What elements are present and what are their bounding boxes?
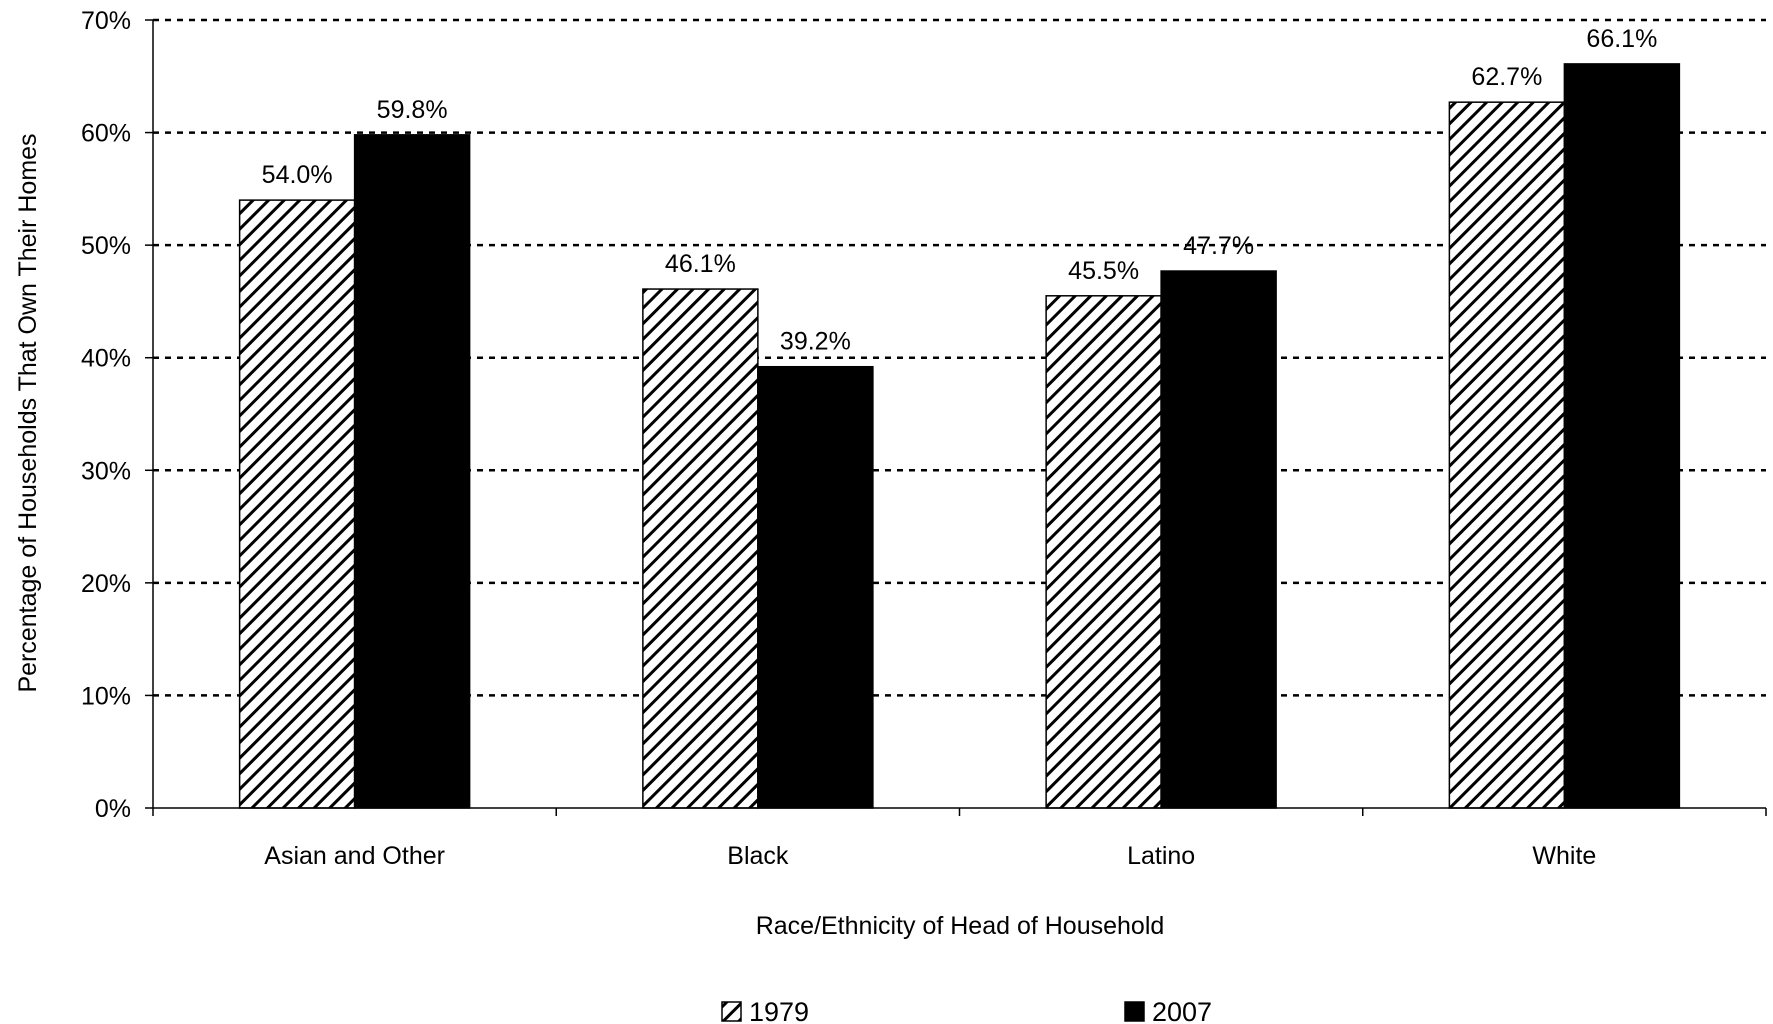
data-label: 54.0% bbox=[262, 161, 333, 189]
axes: 0% 10% 20% 30% 40% 50% 60% 70% Asian and Other Bl… bbox=[81, 7, 1767, 870]
bar-2007-0 bbox=[353, 134, 471, 809]
y-tick-label: 0% bbox=[95, 795, 131, 823]
bar-1979-2 bbox=[1045, 295, 1162, 809]
y-tick-label: 20% bbox=[81, 570, 131, 598]
y-axis-title: Percentage of Households That Own Their … bbox=[14, 133, 42, 692]
data-label: 62.7% bbox=[1471, 63, 1542, 91]
y-tick-label: 40% bbox=[81, 345, 131, 373]
data-label: 66.1% bbox=[1586, 25, 1657, 53]
data-label: 46.1% bbox=[665, 250, 736, 278]
data-labels: 54.0% 59.8% 46.1% 39.2% 45.5% 47.7% 62.7% 66.1% bbox=[262, 25, 1658, 356]
x-category-label: Asian and Other bbox=[264, 842, 445, 870]
y-tick-label: 30% bbox=[81, 457, 131, 485]
bar-2007-2 bbox=[1160, 270, 1277, 809]
x-category-label: Latino bbox=[1127, 842, 1195, 870]
bar-1979-3 bbox=[1448, 101, 1566, 809]
legend-swatch bbox=[721, 1001, 742, 1022]
y-tick-label: 50% bbox=[81, 232, 131, 260]
x-axis-title: Race/Ethnicity of Head of Household bbox=[756, 912, 1165, 940]
bar-2007-3 bbox=[1563, 63, 1681, 809]
legend-swatch bbox=[1124, 1001, 1145, 1022]
bar-1979-0 bbox=[238, 199, 356, 809]
data-label: 47.7% bbox=[1183, 232, 1254, 260]
y-tick-label: 10% bbox=[81, 682, 131, 710]
y-tick-label: 70% bbox=[81, 7, 131, 35]
data-label: 45.5% bbox=[1068, 257, 1139, 285]
x-category-label: White bbox=[1532, 842, 1596, 870]
data-label: 39.2% bbox=[780, 328, 851, 356]
bars bbox=[238, 63, 1681, 809]
bar-2007-1 bbox=[757, 365, 874, 809]
bar-1979-1 bbox=[642, 288, 759, 809]
data-label: 59.8% bbox=[377, 96, 448, 124]
legend: 1979 2007 bbox=[721, 997, 1212, 1024]
legend-label: 1979 bbox=[749, 997, 809, 1024]
y-tick-label: 60% bbox=[81, 120, 131, 148]
legend-label: 2007 bbox=[1152, 997, 1212, 1024]
x-category-label: Black bbox=[727, 842, 789, 870]
